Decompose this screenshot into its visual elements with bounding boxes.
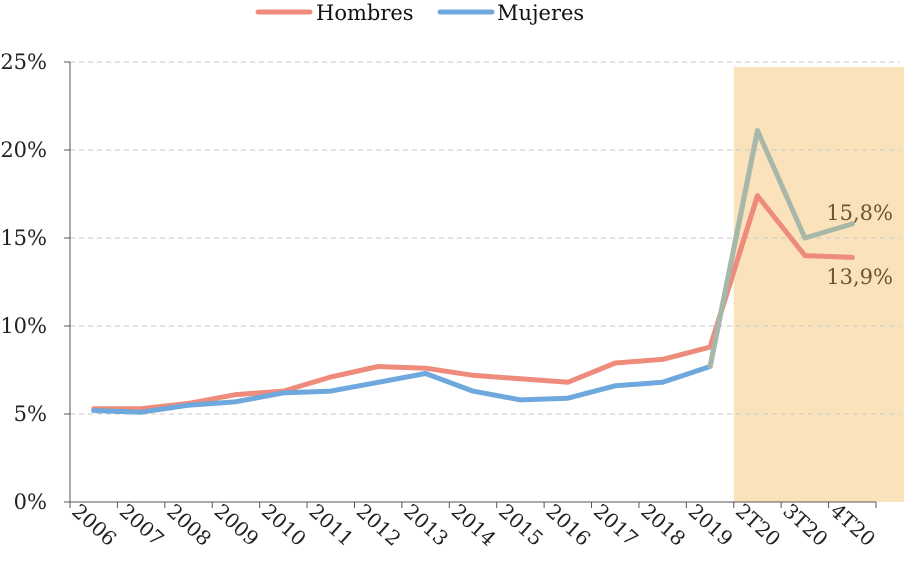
annotations: 15,8% 13,9%	[826, 201, 893, 289]
x-tick-label: 2012	[352, 499, 406, 551]
y-tick-label: 20%	[0, 138, 47, 162]
x-tick-label: 2017	[589, 499, 643, 551]
x-tick-label: 2019	[684, 499, 738, 551]
x-tick-label: 2010	[257, 499, 311, 551]
x-axis-ticks: 2006200720082009201020112012201320142015…	[67, 499, 880, 551]
y-axis-ticks: 0% 5% 10% 15% 20% 25%	[0, 50, 70, 514]
gridlines	[70, 61, 900, 415]
legend: Hombres Mujeres	[255, 1, 584, 25]
x-tick-label: 2006	[67, 499, 121, 551]
x-tick-label: 2016	[542, 499, 596, 551]
x-tick-label: 2018	[636, 499, 690, 551]
y-tick-label: 15%	[0, 226, 47, 250]
x-tick-label: 2015	[494, 499, 548, 551]
annotation-hombres: 13,9%	[826, 265, 893, 289]
axes	[69, 62, 876, 503]
y-tick-label: 0%	[14, 490, 47, 514]
y-tick-label: 25%	[0, 50, 47, 74]
annotation-mujeres: 15,8%	[826, 201, 893, 225]
series-lines	[91, 128, 855, 415]
y-tick-label: 5%	[14, 402, 47, 426]
x-tick-label: 2009	[210, 499, 264, 551]
x-tick-label: 4T20	[826, 499, 880, 551]
x-tick-label: 2008	[162, 499, 216, 551]
legend-label-mujeres: Mujeres	[497, 1, 584, 25]
x-tick-label: 3T20	[778, 499, 832, 551]
x-tick-label: 2T20	[731, 499, 785, 551]
series-line-hombres	[91, 193, 760, 412]
series-line-mujeres-recent	[707, 128, 855, 369]
x-tick-label: 2007	[115, 499, 169, 551]
series-line-hombres-recent	[707, 193, 855, 350]
x-tick-label: 2013	[399, 499, 453, 551]
series-line-mujeres	[91, 128, 760, 415]
x-tick-label: 2011	[305, 499, 359, 551]
legend-label-hombres: Hombres	[316, 1, 414, 25]
x-tick-label: 2014	[447, 499, 501, 551]
y-tick-label: 10%	[0, 314, 47, 338]
